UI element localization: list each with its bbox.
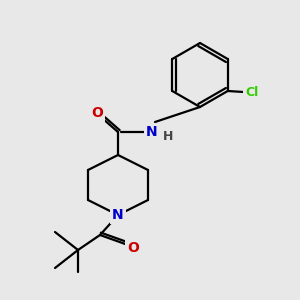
- Text: O: O: [91, 106, 103, 120]
- Text: H: H: [163, 130, 173, 143]
- Text: N: N: [146, 125, 158, 139]
- Text: O: O: [127, 241, 139, 255]
- Text: Cl: Cl: [245, 86, 258, 100]
- Text: N: N: [112, 208, 124, 222]
